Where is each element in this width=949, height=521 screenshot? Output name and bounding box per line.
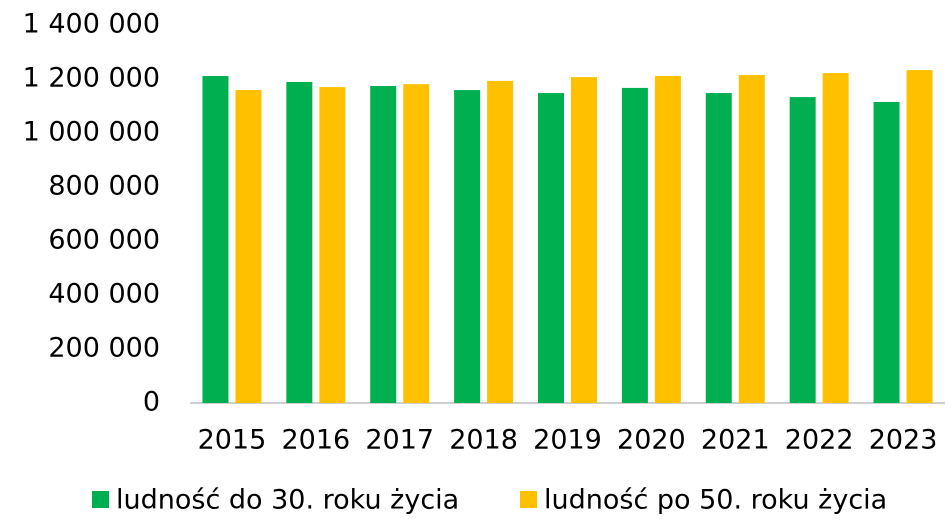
bar	[403, 84, 430, 403]
legend-swatch	[520, 491, 537, 508]
legend-label: ludność po 50. roku życia	[544, 485, 887, 516]
bar	[789, 97, 816, 403]
bar	[202, 76, 229, 403]
legend-swatch	[92, 491, 109, 508]
bar	[571, 77, 597, 404]
bar	[538, 93, 564, 403]
x-tick-label: 2017	[365, 425, 434, 456]
y-tick-label: 400 000	[48, 279, 160, 310]
bar	[235, 90, 262, 403]
bar	[319, 87, 346, 403]
y-tick-label: 1 200 000	[23, 63, 160, 94]
bar	[873, 101, 900, 403]
y-tick-label: 800 000	[48, 171, 160, 202]
bar	[822, 73, 849, 403]
bar	[370, 86, 397, 404]
y-tick-label: 1 400 000	[23, 9, 160, 40]
bar	[738, 74, 765, 403]
x-tick-label: 2023	[869, 425, 938, 456]
bar	[621, 87, 648, 403]
x-tick-label: 2021	[701, 425, 770, 456]
bar	[705, 93, 732, 403]
x-tick-label: 2020	[617, 425, 686, 456]
y-tick-label: 600 000	[48, 225, 160, 256]
bar	[487, 80, 514, 403]
y-tick-label: 1 000 000	[23, 117, 160, 148]
x-tick-label: 2016	[281, 425, 350, 456]
bar	[286, 81, 313, 403]
bar	[654, 76, 681, 403]
legend-label: ludność do 30. roku życia	[116, 485, 459, 516]
x-tick-label: 2022	[785, 425, 854, 456]
x-tick-label: 2015	[198, 425, 267, 456]
x-tick-label: 2019	[533, 425, 602, 456]
x-tick-label: 2018	[449, 425, 518, 456]
y-tick-label: 0	[143, 387, 160, 418]
bar	[906, 70, 933, 403]
y-tick-label: 200 000	[48, 333, 160, 364]
bar	[454, 90, 481, 403]
